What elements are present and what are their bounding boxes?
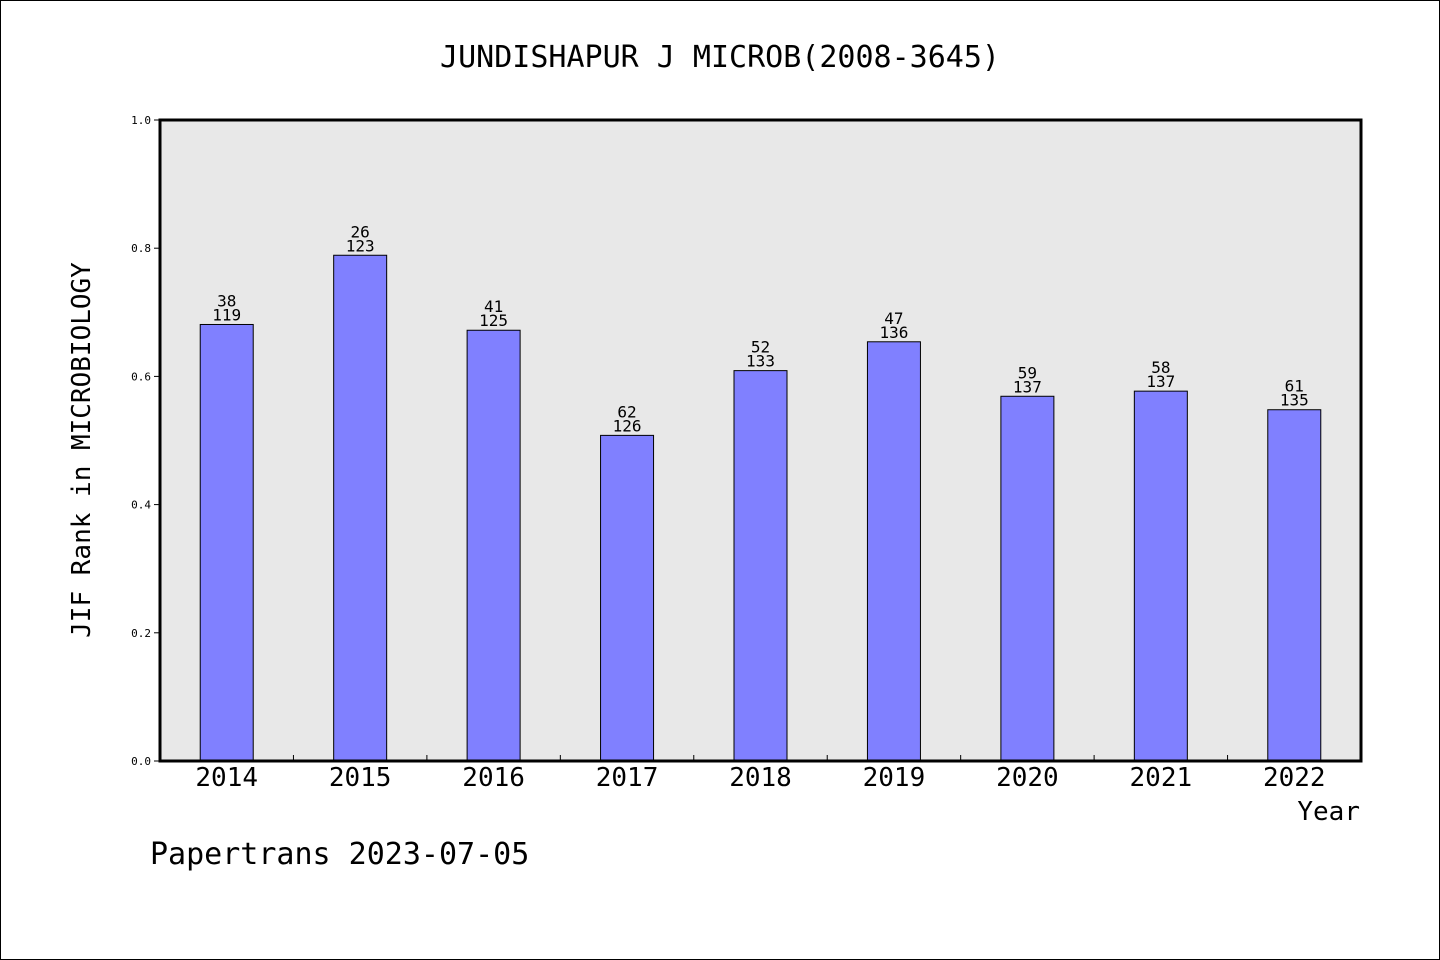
bar-rank-label: 47 (884, 309, 903, 328)
x-tick-label: 2014 (195, 763, 258, 793)
plot-border (158, 118, 1363, 763)
x-tick-label: 2020 (996, 763, 1059, 793)
bar-rank-label: 52 (751, 338, 770, 357)
x-tick-label: 2022 (1263, 763, 1326, 793)
bar-total-label: 119 (212, 305, 241, 324)
y-tick-label: 0.4 (131, 499, 151, 512)
bar-2017 (600, 434, 655, 762)
x-tick-label: 2017 (596, 763, 659, 793)
bar-2019 (866, 341, 921, 762)
footer-credit: Papertrans 2023-07-05 (150, 837, 529, 872)
bar-2020 (1000, 395, 1055, 762)
x-tick-label: 2021 (1130, 763, 1193, 793)
x-tick-label: 2015 (329, 763, 392, 793)
bar-rank-label: 38 (217, 291, 236, 310)
bar-2021 (1133, 390, 1188, 762)
bar-total-label: 137 (1013, 377, 1042, 396)
bar-total-label: 125 (479, 311, 508, 330)
y-tick-label: 0.0 (131, 755, 151, 768)
bar-2015 (333, 254, 388, 762)
bar-rank-label: 61 (1285, 377, 1304, 396)
bar-rank-label: 58 (1151, 358, 1170, 377)
bar-total-label: 133 (746, 352, 775, 371)
bar-total-label: 135 (1280, 391, 1309, 410)
x-axis-label: Year (1297, 797, 1360, 827)
y-tick-label: 0.6 (131, 370, 151, 383)
x-tick-label: 2019 (863, 763, 926, 793)
bar-2016 (466, 329, 521, 762)
chart-title: JUNDISHAPUR J MICROB(2008-3645) (440, 40, 1000, 75)
y-axis-label: JIF Rank in MICROBIOLOGY (67, 262, 97, 638)
bar-total-label: 137 (1146, 372, 1175, 391)
y-axis: 0.0 0.2 0.4 0.6 0.8 1.0 (131, 114, 160, 768)
bar-rank-label: 41 (484, 297, 503, 316)
y-tick-label: 1.0 (131, 114, 151, 127)
bar-total-label: 123 (346, 236, 375, 255)
y-tick-label: 0.2 (131, 627, 151, 640)
y-tick-label: 0.8 (131, 242, 151, 255)
bar-rank-label: 59 (1018, 363, 1037, 382)
bar-2022 (1267, 409, 1322, 762)
bar-2014 (199, 323, 254, 762)
x-tick-label: 2016 (462, 763, 525, 793)
bar-total-label: 126 (613, 416, 642, 435)
bar-2018 (733, 370, 788, 762)
bar-rank-label: 26 (351, 222, 370, 241)
bar-total-label: 136 (879, 323, 908, 342)
x-axis: 2014 2015 2016 2017 2018 2019 2020 2021 2022 (195, 755, 1326, 793)
x-tick-label: 2018 (729, 763, 792, 793)
bar-rank-label: 62 (617, 402, 636, 421)
